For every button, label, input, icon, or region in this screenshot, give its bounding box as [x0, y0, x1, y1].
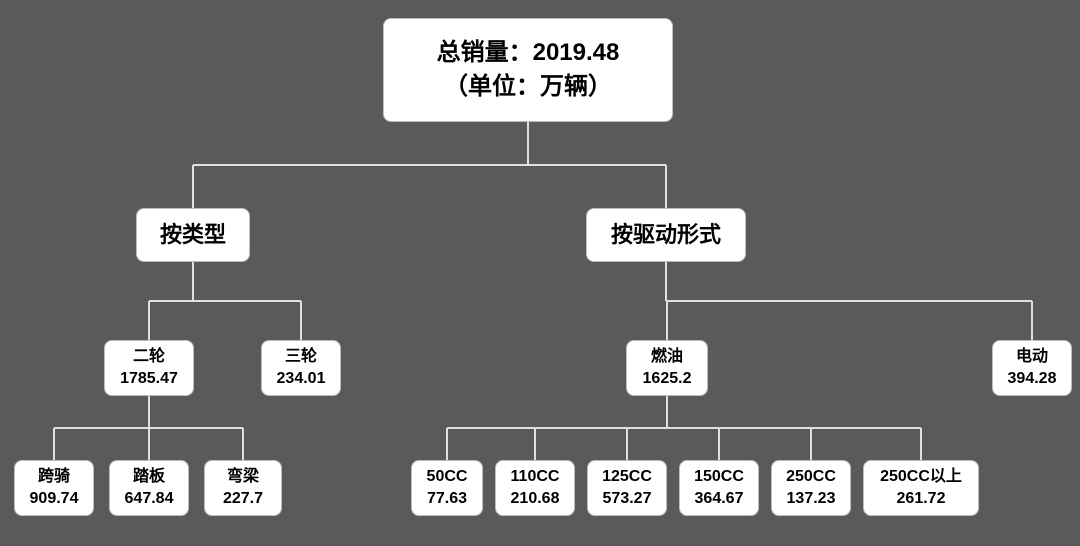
node-cc150-line: 150CC	[694, 466, 744, 488]
node-kuaqi-line: 跨骑	[38, 466, 70, 488]
node-cat_drive-line: 按驱动形式	[611, 220, 721, 251]
node-two_wheel-line: 1785.47	[120, 368, 178, 390]
node-cc250-line: 137.23	[787, 488, 836, 510]
node-three_wheel-line: 234.01	[277, 368, 326, 390]
node-cc150: 150CC364.67	[679, 460, 759, 516]
node-fuel: 燃油1625.2	[626, 340, 708, 396]
node-cc125: 125CC573.27	[587, 460, 667, 516]
node-electric: 电动394.28	[992, 340, 1072, 396]
node-cc110-line: 210.68	[511, 488, 560, 510]
node-root-line: 总销量：2019.48	[437, 36, 620, 70]
node-kuaqi: 跨骑909.74	[14, 460, 94, 516]
node-cc150-line: 364.67	[695, 488, 744, 510]
node-fuel-line: 燃油	[651, 346, 683, 368]
node-cc50-line: 77.63	[427, 488, 467, 510]
node-kuaqi-line: 909.74	[30, 488, 79, 510]
node-cat_drive: 按驱动形式	[586, 208, 746, 262]
node-taban-line: 647.84	[125, 488, 174, 510]
node-cc125-line: 573.27	[603, 488, 652, 510]
node-root: 总销量：2019.48（单位：万辆）	[383, 18, 673, 122]
node-wanliang-line: 227.7	[223, 488, 263, 510]
node-electric-line: 电动	[1016, 346, 1048, 368]
node-wanliang-line: 弯梁	[227, 466, 259, 488]
node-fuel-line: 1625.2	[643, 368, 692, 390]
node-cat_type: 按类型	[136, 208, 250, 262]
node-cc250-line: 250CC	[786, 466, 836, 488]
node-wanliang: 弯梁227.7	[204, 460, 282, 516]
node-electric-line: 394.28	[1008, 368, 1057, 390]
node-cc250p: 250CC以上261.72	[863, 460, 979, 516]
node-cc250p-line: 250CC以上	[880, 466, 962, 488]
node-two_wheel: 二轮1785.47	[104, 340, 194, 396]
node-cc250p-line: 261.72	[897, 488, 946, 510]
node-three_wheel: 三轮234.01	[261, 340, 341, 396]
node-two_wheel-line: 二轮	[133, 346, 165, 368]
node-cat_type-line: 按类型	[160, 220, 226, 251]
node-root-line: （单位：万辆）	[444, 70, 612, 104]
node-cc250: 250CC137.23	[771, 460, 851, 516]
node-cc50: 50CC77.63	[411, 460, 483, 516]
node-taban: 踏板647.84	[109, 460, 189, 516]
node-cc110: 110CC210.68	[495, 460, 575, 516]
node-three_wheel-line: 三轮	[285, 346, 317, 368]
node-cc50-line: 50CC	[427, 466, 468, 488]
node-cc125-line: 125CC	[602, 466, 652, 488]
diagram-canvas: 总销量：2019.48（单位：万辆） 按类型 按驱动形式二轮1785.47 三轮234…	[0, 0, 1080, 546]
node-cc110-line: 110CC	[511, 466, 560, 488]
node-taban-line: 踏板	[133, 466, 165, 488]
